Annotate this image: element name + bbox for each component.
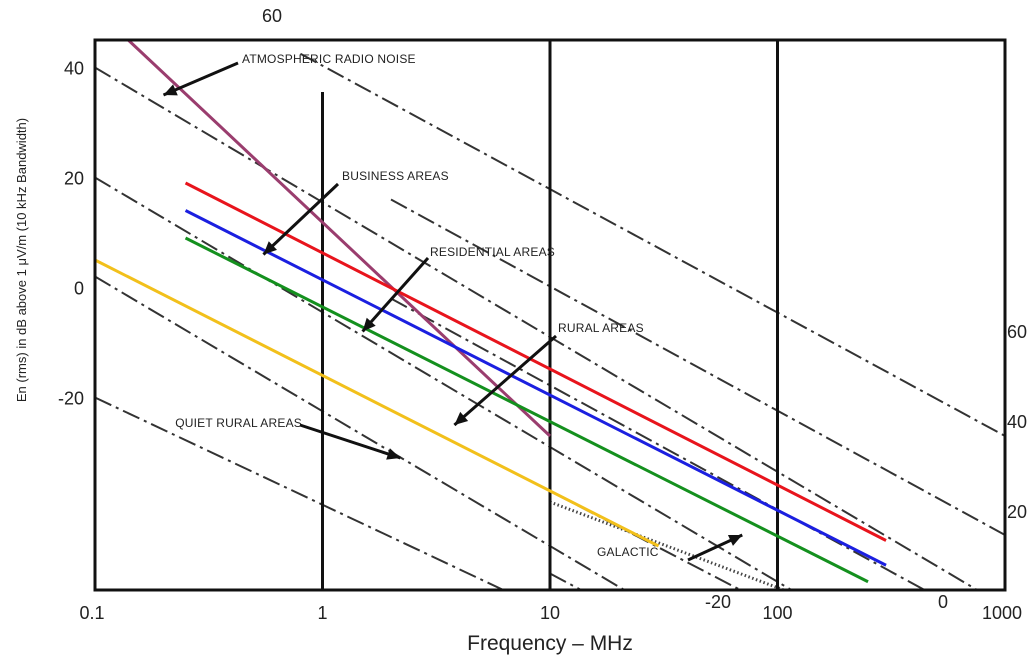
annotation-label: RESIDENTIAL AREAS — [430, 245, 555, 259]
dashed-reference-line — [390, 198, 1006, 536]
reference-line-label: 60 — [1007, 322, 1027, 342]
annotation-arrowhead — [362, 317, 376, 332]
annotation-arrowhead — [727, 534, 743, 546]
dashed-reference-line — [390, 297, 925, 591]
annotation-label: QUIET RURAL AREAS — [175, 416, 302, 430]
annotation-arrow — [453, 334, 557, 427]
galactic-noise-line — [549, 500, 785, 592]
annotation-arrow — [361, 257, 430, 333]
dashed-reference-line — [94, 275, 625, 591]
annotation-arrow — [299, 423, 401, 460]
y-tick-label: 0 — [74, 279, 84, 299]
reference-line-label: 0 — [938, 592, 948, 612]
y-tick-label: -20 — [58, 389, 84, 409]
reference-line-label: 20 — [1007, 502, 1027, 522]
annotation-arrowhead — [454, 411, 469, 425]
x-tick-label: 1000 — [982, 603, 1022, 623]
plot-frame — [93, 38, 1007, 592]
series-line-business-areas — [184, 181, 887, 542]
series-line-rural-areas — [184, 236, 869, 584]
y-tick-label: 20 — [64, 169, 84, 189]
series-line-quiet-rural-areas — [94, 258, 660, 548]
x-tick-label: 1 — [317, 603, 327, 623]
series-line-residential-areas — [184, 209, 887, 567]
dashed-reference-line — [549, 572, 582, 591]
annotation-labels: ATMOSPHERIC RADIO NOISE BUSINESS AREAS RES… — [162, 6, 1027, 612]
annotation-label: ATMOSPHERIC RADIO NOISE — [242, 52, 416, 66]
series-line-atmospheric-radio-noise — [127, 38, 552, 438]
vertical-gridlines — [321, 40, 779, 590]
dashed-reference-line — [94, 66, 978, 591]
dashed-reference-line — [94, 176, 792, 591]
x-axis-label: Frequency – MHz — [467, 632, 633, 655]
annotation-arrow — [162, 61, 239, 97]
reference-line-label: 60 — [262, 6, 282, 26]
series-lines — [94, 38, 887, 584]
annotation-label: RURAL AREAS — [558, 321, 644, 335]
annotation-label: BUSINESS AREAS — [342, 169, 449, 183]
annotation-arrowhead — [386, 448, 401, 460]
annotation-label: GALACTIC — [597, 545, 659, 559]
annotation-arrow — [262, 182, 340, 256]
annotation-arrowhead — [263, 241, 278, 255]
dashed-reference-lines — [94, 52, 1006, 592]
dashed-reference-line — [94, 396, 504, 591]
reference-line-label: 40 — [1007, 412, 1027, 432]
dashed-reference-line — [299, 52, 1006, 437]
x-tick-label: 100 — [762, 603, 792, 623]
y-axis-label: En (rms) in dB above 1 μV/m (10 kHz Band… — [14, 118, 29, 402]
y-tick-label: 40 — [64, 59, 84, 79]
annotation-arrowhead — [163, 84, 178, 96]
x-tick-label: 10 — [540, 603, 560, 623]
axis-ticks: 0.1 1 10 100 1000 40 20 0 -20 — [58, 59, 1022, 624]
reference-line-label: -20 — [705, 592, 731, 612]
x-tick-label: 0.1 — [79, 603, 104, 623]
